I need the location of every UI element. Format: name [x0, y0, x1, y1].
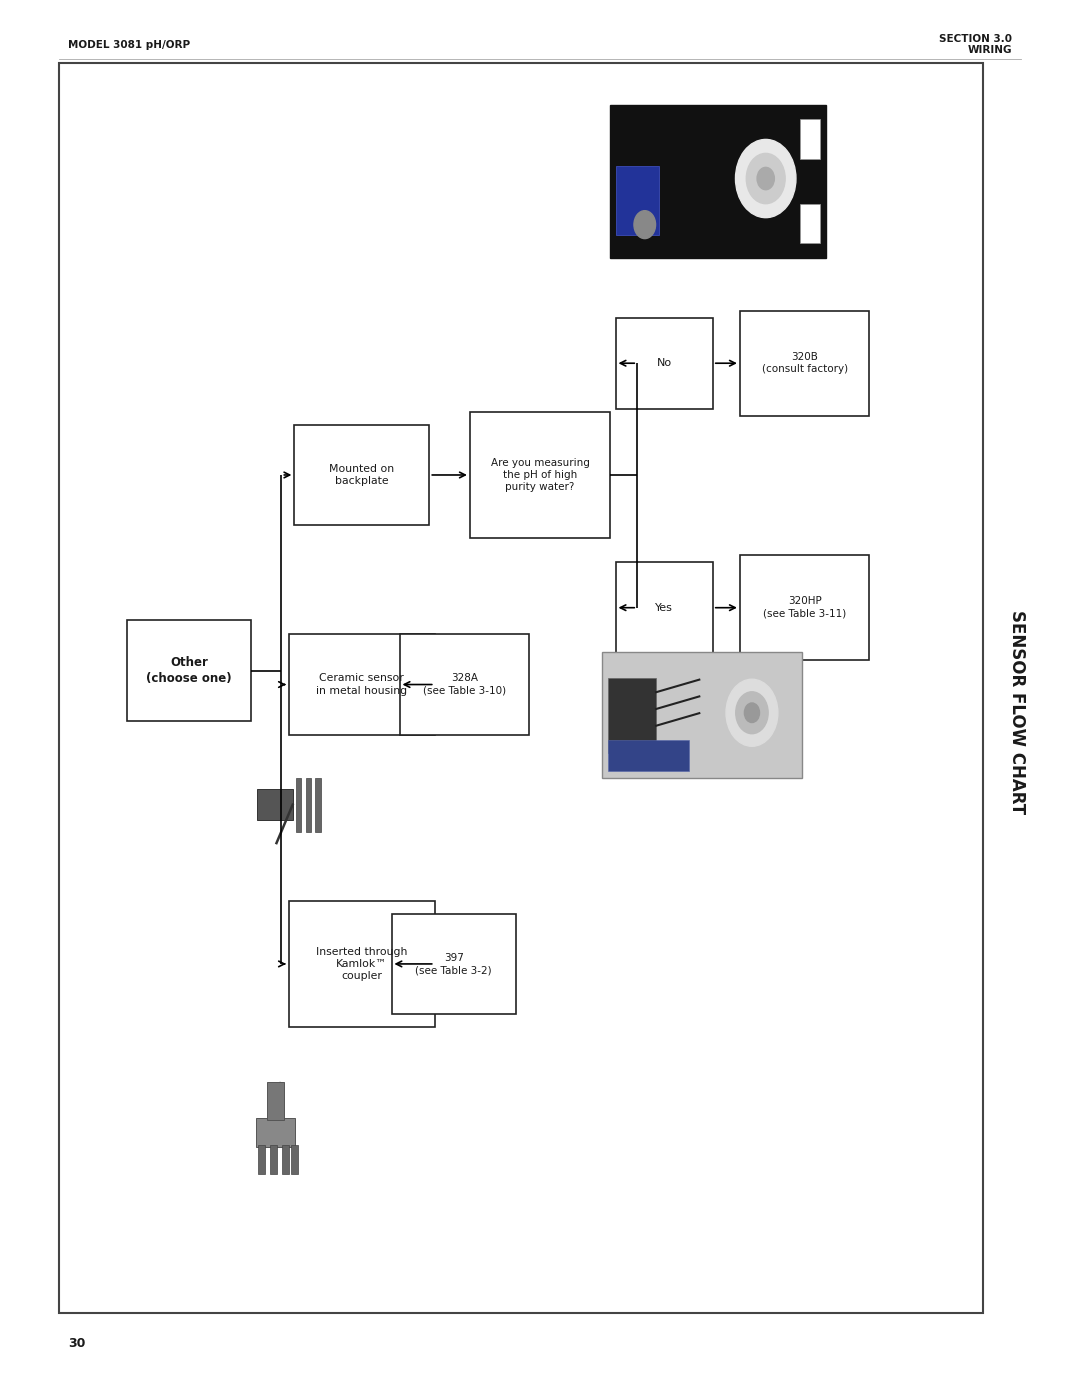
Bar — [296, 778, 301, 831]
Bar — [127, 620, 251, 721]
Text: 397
(see Table 3-2): 397 (see Table 3-2) — [416, 953, 491, 975]
Bar — [267, 1083, 284, 1119]
Text: Yes: Yes — [656, 602, 673, 613]
Bar — [610, 105, 826, 258]
Bar — [294, 425, 430, 525]
Text: SECTION 3.0: SECTION 3.0 — [939, 34, 1012, 45]
Bar — [616, 319, 713, 408]
Text: WIRING: WIRING — [968, 45, 1012, 56]
Bar — [59, 63, 983, 1313]
Bar — [603, 652, 801, 778]
Bar — [616, 563, 713, 654]
Text: Other
(choose one): Other (choose one) — [146, 657, 232, 685]
Circle shape — [746, 154, 785, 204]
Bar — [400, 634, 529, 735]
Text: 328A
(see Table 3-10): 328A (see Table 3-10) — [423, 673, 505, 696]
Circle shape — [744, 703, 759, 722]
Circle shape — [634, 211, 656, 239]
Bar — [740, 312, 869, 416]
Bar — [470, 412, 610, 538]
Circle shape — [735, 692, 768, 733]
Bar — [289, 901, 435, 1027]
Bar — [258, 1146, 265, 1175]
Bar — [607, 740, 689, 771]
Circle shape — [735, 140, 796, 218]
Text: MODEL 3081 pH/ORP: MODEL 3081 pH/ORP — [68, 39, 190, 50]
Text: Inserted through
Kamlok™
coupler: Inserted through Kamlok™ coupler — [316, 947, 407, 981]
Text: Are you measuring
the pH of high
purity water?: Are you measuring the pH of high purity … — [490, 458, 590, 492]
Bar — [292, 1146, 298, 1175]
Text: No: No — [657, 358, 672, 369]
Text: 320HP
(see Table 3-11): 320HP (see Table 3-11) — [762, 597, 847, 619]
Text: 30: 30 — [68, 1337, 85, 1351]
Bar — [315, 778, 321, 831]
Text: 320B
(consult factory): 320B (consult factory) — [761, 352, 848, 374]
Bar — [740, 556, 869, 661]
Bar — [257, 789, 293, 820]
Bar — [282, 1146, 288, 1175]
Bar — [616, 166, 659, 236]
Bar — [800, 204, 820, 243]
Circle shape — [726, 679, 778, 746]
Bar — [800, 120, 820, 159]
Text: SENSOR FLOW CHART: SENSOR FLOW CHART — [1009, 610, 1026, 814]
Bar — [256, 1118, 295, 1147]
Circle shape — [757, 168, 774, 190]
Bar — [391, 914, 516, 1014]
Bar — [607, 678, 657, 753]
Text: Mounted on
backplate: Mounted on backplate — [329, 464, 394, 486]
Text: Ceramic sensor
in metal housing: Ceramic sensor in metal housing — [316, 673, 407, 696]
Bar — [270, 1146, 276, 1175]
Bar — [306, 778, 311, 831]
Bar — [289, 634, 435, 735]
